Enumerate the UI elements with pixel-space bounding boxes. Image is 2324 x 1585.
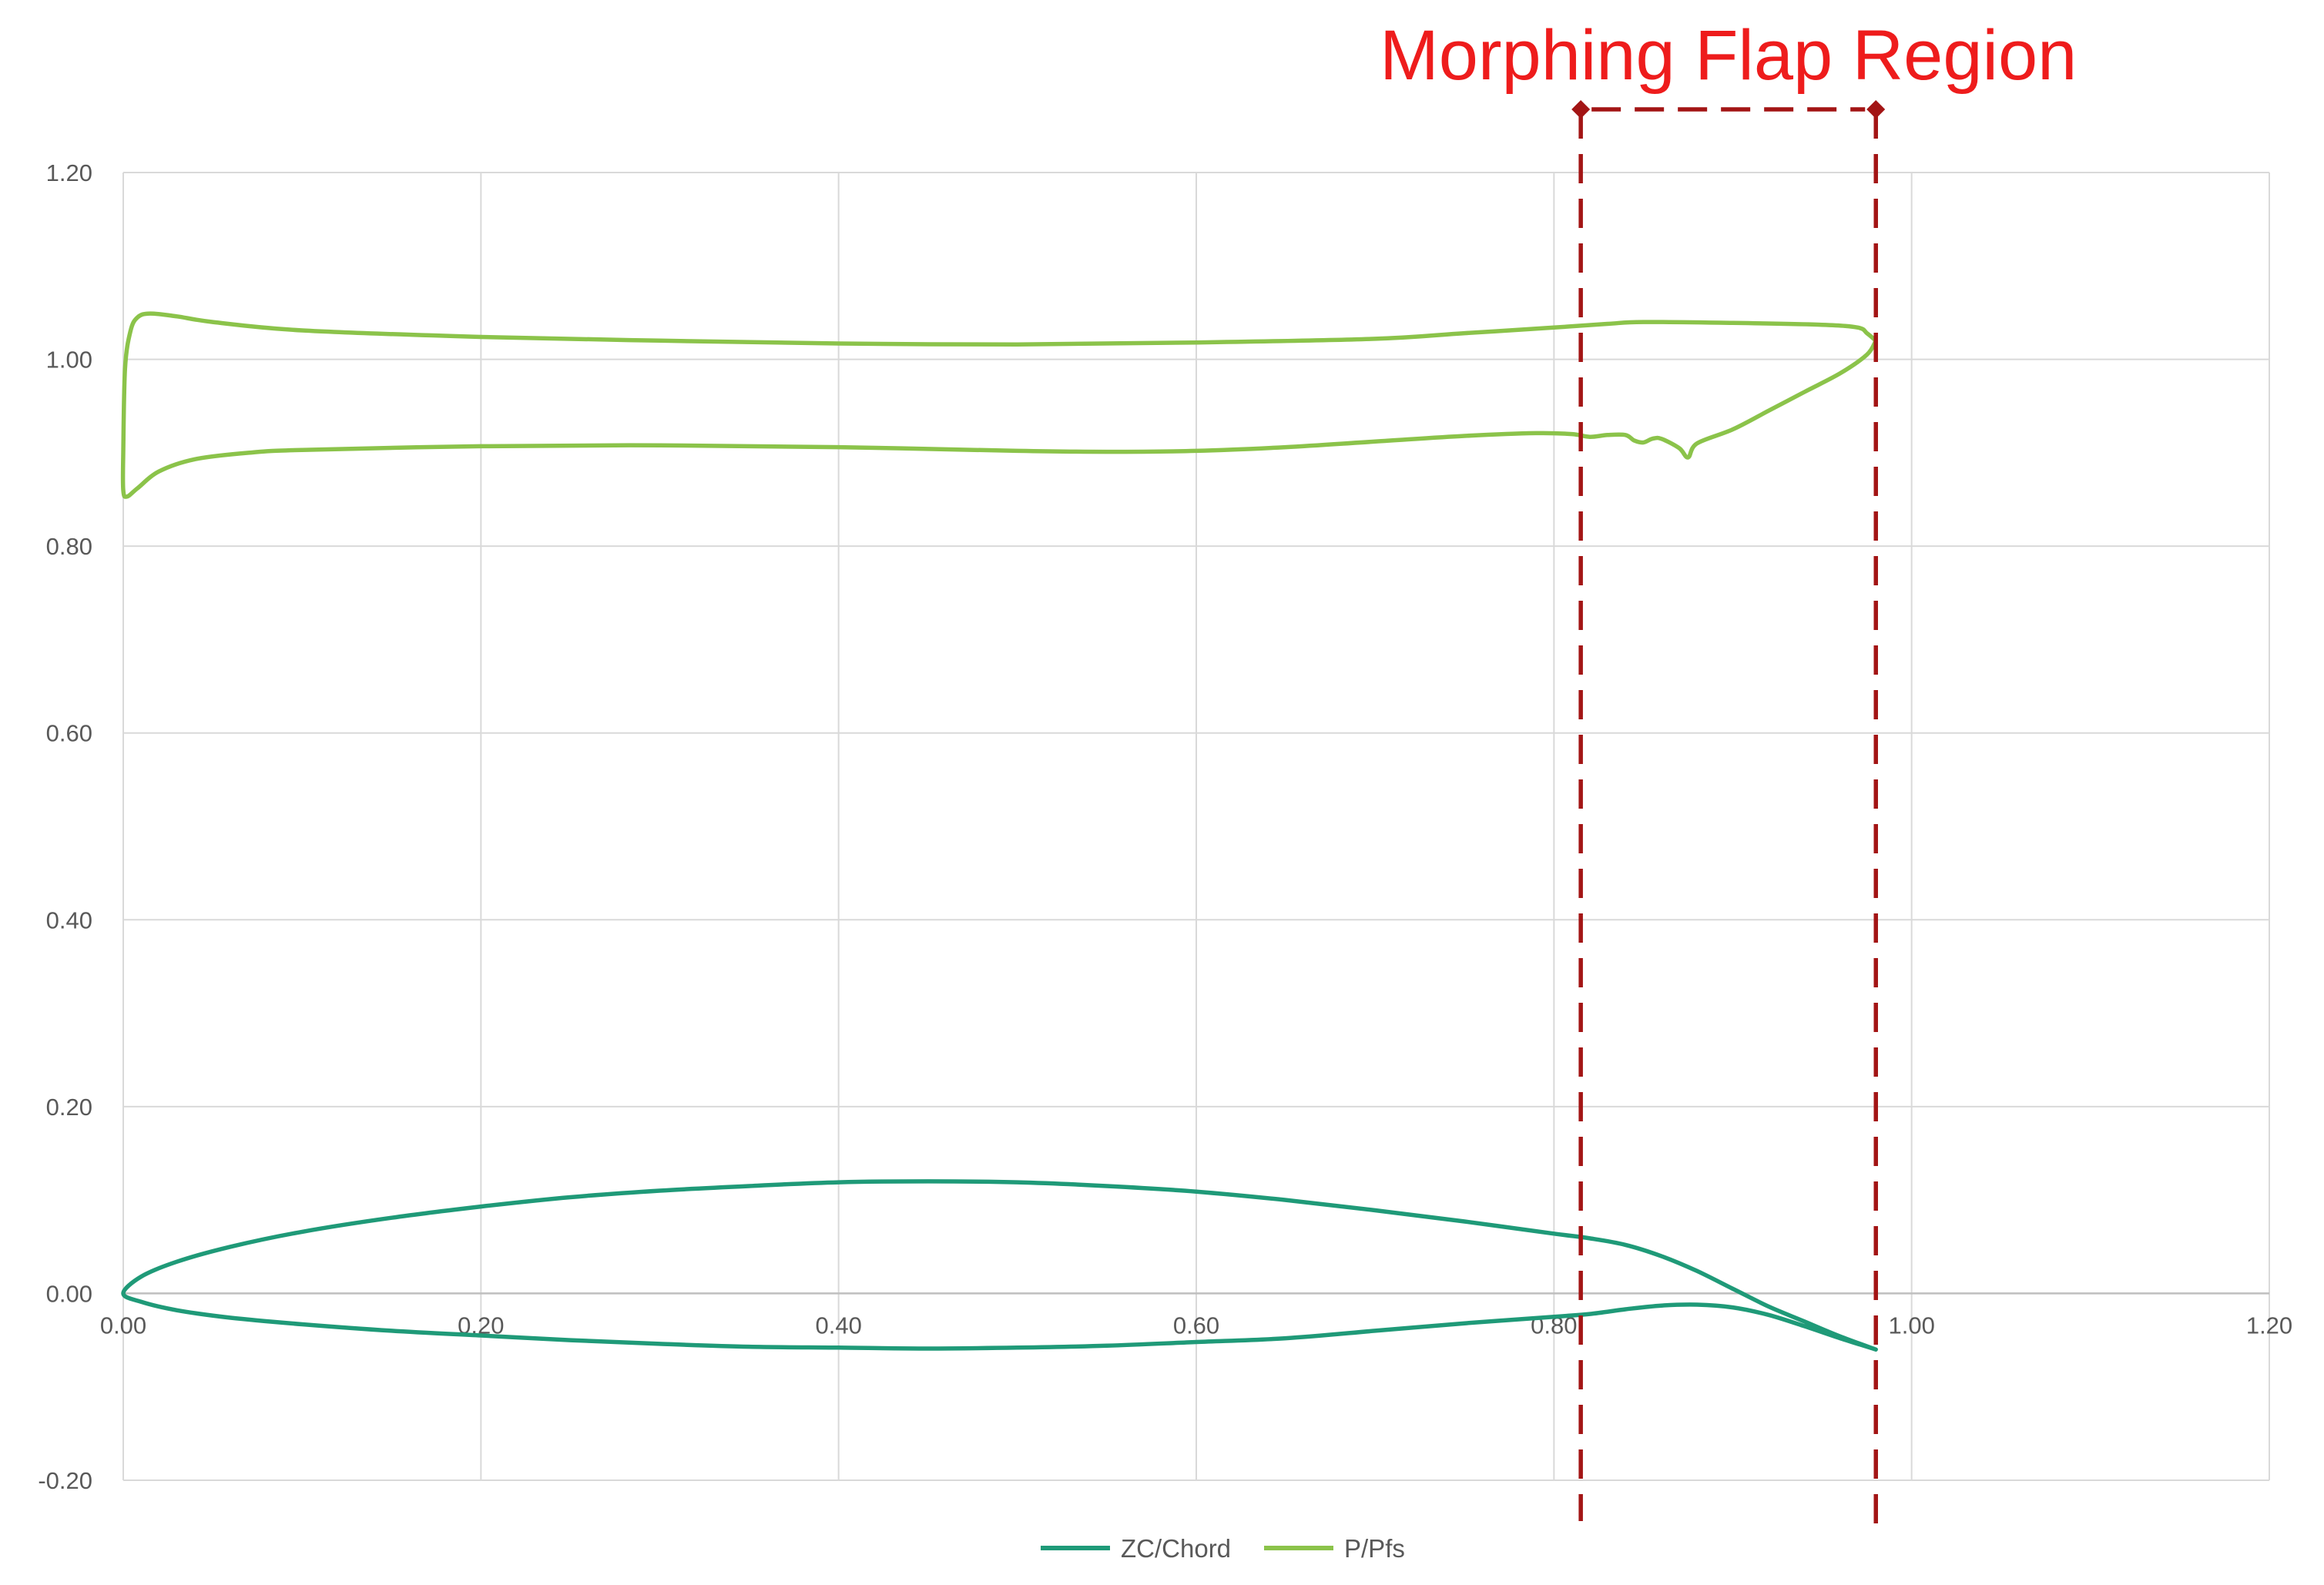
y-tick-label-5: 0.80 bbox=[46, 533, 92, 560]
y-tick-label-6: 1.00 bbox=[46, 347, 92, 374]
annotation-marker-1 bbox=[1866, 100, 1886, 119]
y-tick-label-4: 0.60 bbox=[46, 720, 92, 747]
x-tick-label-0: 0.00 bbox=[100, 1312, 146, 1339]
series-lines bbox=[120, 311, 1878, 1352]
flap-region-annotation: Morphing Flap Region bbox=[1380, 16, 2077, 1529]
y-tick-label-3: 0.40 bbox=[46, 906, 92, 933]
series-line-p-pfs bbox=[120, 311, 1878, 499]
y-tick-label-7: 1.20 bbox=[46, 159, 92, 186]
annotation-title: Morphing Flap Region bbox=[1380, 16, 2077, 95]
legend-label-zc-chord: ZC/Chord bbox=[1121, 1534, 1231, 1563]
grid bbox=[122, 172, 2270, 1481]
tick-labels: 0.00 0.20 0.40 0.60 0.80 1.00 1.20-0.200.000.2… bbox=[38, 159, 2292, 1494]
x-tick-label-5: 1.00 bbox=[1888, 1312, 1934, 1339]
annotation-marker-0 bbox=[1571, 100, 1591, 119]
legend-label-p-pfs: P/Pfs bbox=[1344, 1534, 1405, 1563]
y-tick-label-2: 0.20 bbox=[46, 1094, 92, 1121]
series-line-zc-chord bbox=[121, 1179, 1878, 1352]
legend: ZC/Chord P/Pfs bbox=[1041, 1534, 1405, 1563]
y-tick-label-0: -0.20 bbox=[38, 1467, 92, 1494]
x-tick-label-2: 0.40 bbox=[815, 1312, 861, 1339]
x-tick-label-3: 0.60 bbox=[1173, 1312, 1219, 1339]
y-tick-label-1: 0.00 bbox=[46, 1280, 92, 1307]
x-tick-label-6: 1.20 bbox=[2246, 1312, 2292, 1339]
